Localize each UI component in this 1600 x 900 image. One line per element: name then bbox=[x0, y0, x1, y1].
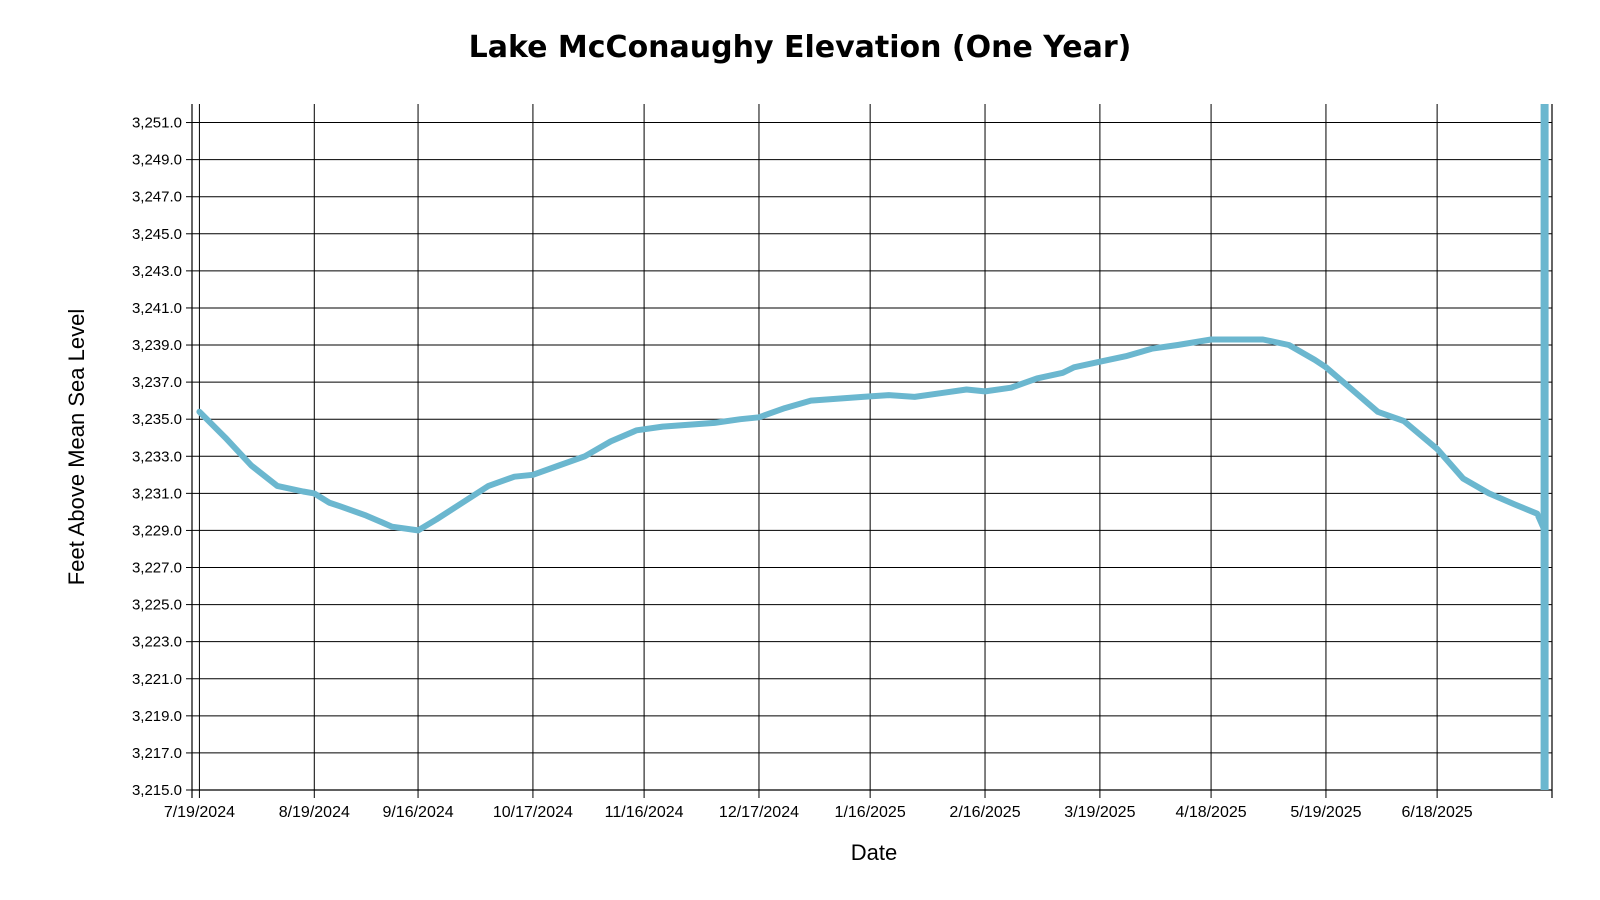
y-axis-label: Feet Above Mean Sea Level bbox=[64, 309, 89, 585]
x-tick-label: 2/16/2025 bbox=[949, 804, 1020, 821]
series-line bbox=[196, 336, 1548, 534]
x-tick-label: 4/18/2025 bbox=[1175, 804, 1246, 821]
y-tick-label: 3,243.0 bbox=[132, 263, 182, 280]
x-tick-label: 11/16/2024 bbox=[605, 804, 684, 821]
y-tick-label: 3,245.0 bbox=[132, 226, 182, 243]
x-tick-label: 8/19/2024 bbox=[279, 804, 350, 821]
y-tick-label: 3,217.0 bbox=[132, 745, 182, 762]
axis-layer: 3,215.0 3,217.0 3,219.0 3,221.0 3,223.0 3,225… bbox=[132, 104, 1553, 821]
x-tick-label: 3/19/2025 bbox=[1064, 804, 1135, 821]
y-tick-label: 3,219.0 bbox=[132, 708, 182, 725]
y-tick-label: 3,227.0 bbox=[132, 560, 182, 577]
x-tick-label: 9/16/2024 bbox=[382, 804, 453, 821]
y-tick-label: 3,215.0 bbox=[132, 782, 182, 799]
y-tick-label: 3,249.0 bbox=[132, 152, 182, 169]
x-tick-label: 10/17/2024 bbox=[493, 804, 573, 821]
x-tick-label: 6/18/2025 bbox=[1402, 804, 1473, 821]
series-layer bbox=[196, 104, 1549, 790]
y-tick-label: 3,239.0 bbox=[132, 337, 182, 354]
y-tick-label: 3,233.0 bbox=[132, 448, 182, 465]
chart-title: Lake McConaughy Elevation (One Year) bbox=[468, 30, 1132, 65]
y-tick-label: 3,235.0 bbox=[132, 411, 182, 428]
y-tick-label: 3,223.0 bbox=[132, 634, 182, 651]
y-tick-label: 3,241.0 bbox=[132, 300, 182, 317]
x-tick-label: 1/16/2025 bbox=[835, 804, 906, 821]
y-tick-label: 3,231.0 bbox=[132, 485, 182, 502]
x-tick-label: 5/19/2025 bbox=[1290, 804, 1361, 821]
y-tick-label: 3,225.0 bbox=[132, 597, 182, 614]
y-tick-label: 3,237.0 bbox=[132, 374, 182, 391]
y-tick-label: 3,251.0 bbox=[132, 115, 182, 132]
y-tick-label: 3,221.0 bbox=[132, 671, 182, 688]
y-tick-label: 3,247.0 bbox=[132, 189, 182, 206]
grid-layer bbox=[192, 104, 1552, 791]
label-layer: Date Feet Above Mean Sea Level bbox=[64, 309, 897, 865]
x-tick-label: 12/17/2024 bbox=[719, 804, 799, 821]
x-axis-label: Date bbox=[851, 840, 897, 865]
y-tick-label: 3,229.0 bbox=[132, 522, 182, 539]
x-tick-label: 7/19/2024 bbox=[164, 804, 235, 821]
